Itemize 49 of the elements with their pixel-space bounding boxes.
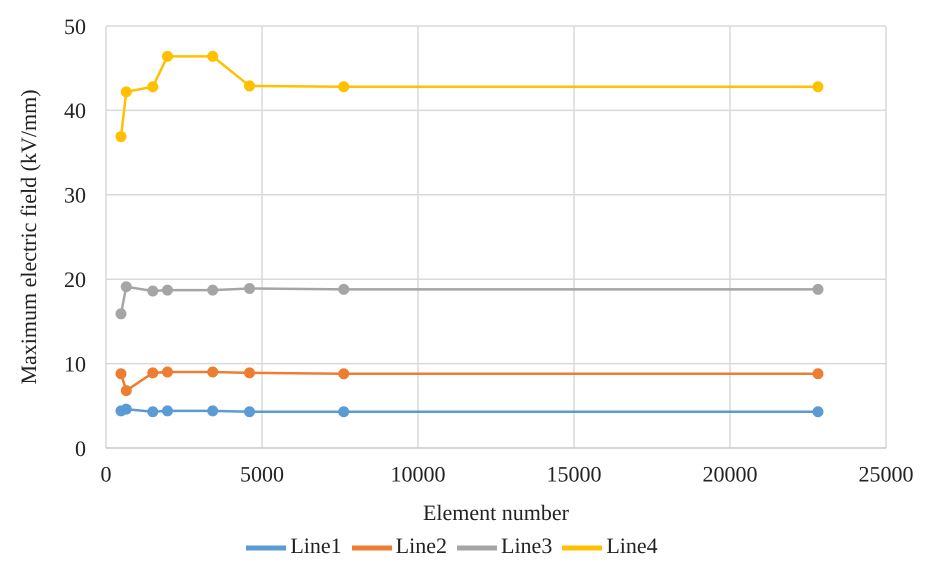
point — [120, 281, 132, 292]
point — [812, 368, 824, 380]
legend-label: Line1 — [290, 533, 342, 558]
point — [162, 366, 173, 378]
point — [115, 308, 126, 320]
point — [338, 284, 350, 295]
point — [120, 385, 132, 396]
legend-label: Line2 — [396, 533, 447, 558]
point — [812, 406, 824, 418]
point — [338, 406, 350, 418]
point — [338, 368, 350, 380]
x-tick-label: 20000 — [702, 462, 758, 487]
y-tick-label: 40 — [64, 98, 86, 124]
point — [115, 368, 126, 380]
point — [812, 81, 824, 92]
point — [207, 366, 218, 378]
point — [244, 282, 256, 294]
x-tick-label: 0 — [100, 462, 112, 487]
legend-label: Line4 — [606, 533, 658, 558]
point — [812, 284, 824, 295]
point — [207, 50, 218, 62]
point — [162, 50, 173, 62]
point — [244, 406, 256, 418]
y-tick-label: 30 — [64, 182, 86, 208]
y-tick-label: 50 — [64, 14, 86, 39]
x-tick-label: 25000 — [858, 462, 914, 487]
x-tick-label: 5000 — [240, 462, 284, 487]
point — [338, 81, 350, 92]
point — [162, 284, 173, 296]
point — [120, 404, 132, 415]
legend-label: Line3 — [501, 533, 552, 558]
point — [244, 367, 256, 378]
point — [162, 405, 173, 416]
point — [147, 286, 158, 297]
point — [147, 406, 158, 418]
point — [120, 86, 132, 98]
x-tick-label: 15000 — [546, 462, 602, 487]
point — [115, 131, 126, 142]
point — [147, 367, 158, 378]
point — [207, 284, 218, 296]
y-tick-label: 10 — [64, 351, 86, 376]
point — [147, 81, 158, 92]
x-tick-label: 10000 — [390, 462, 446, 487]
point — [244, 80, 256, 92]
y-axis-title: Maximum electric field (kV/mm) — [16, 89, 41, 385]
x-axis-title: Element number — [422, 500, 570, 525]
y-tick-label: 20 — [64, 267, 86, 292]
y-tick-label: 0 — [75, 436, 86, 461]
point — [207, 405, 218, 416]
